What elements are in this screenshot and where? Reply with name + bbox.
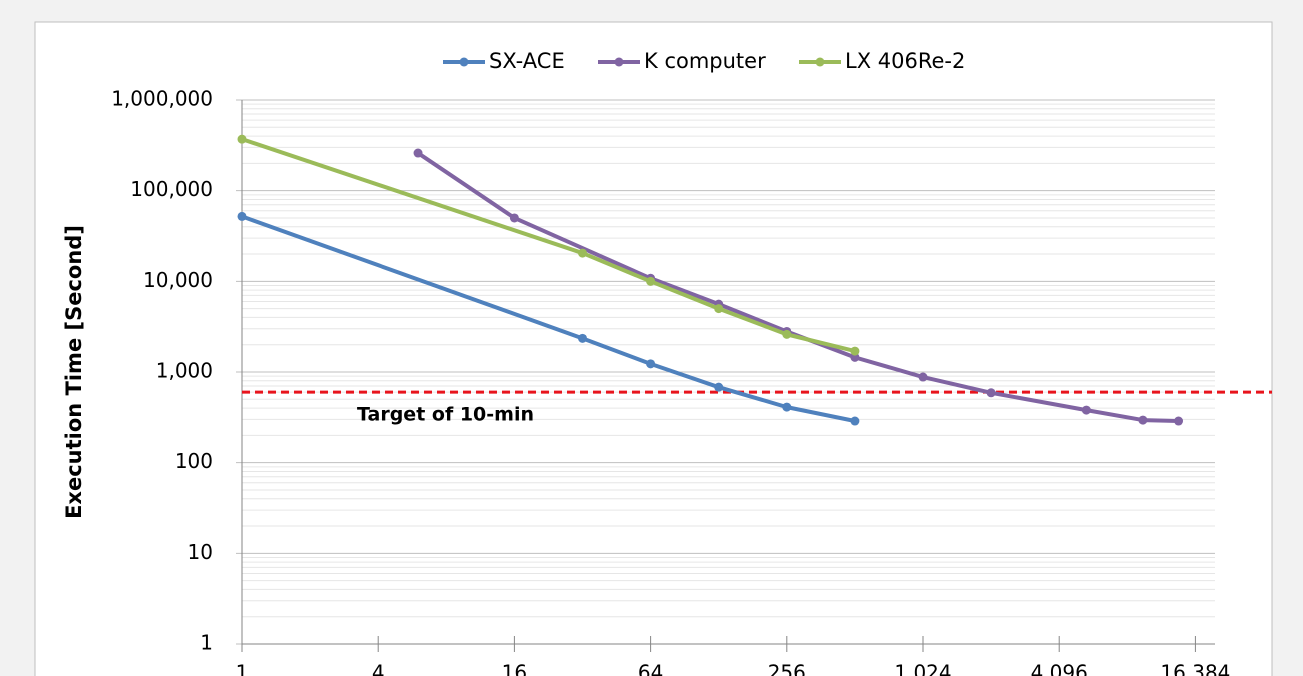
data-point	[850, 346, 860, 356]
legend-label: SX-ACE	[489, 49, 565, 73]
data-point	[714, 382, 724, 392]
data-point	[782, 402, 792, 412]
data-point	[986, 388, 996, 398]
data-point	[1138, 415, 1148, 425]
data-point	[1174, 416, 1184, 426]
y-tick-label: 1	[200, 631, 213, 655]
x-tick-label: 16	[502, 661, 527, 676]
y-axis-label: Execution Time [Second]	[62, 225, 86, 519]
x-tick-label: 64	[638, 661, 663, 676]
series-line	[241, 214, 856, 423]
y-tick-label: 1,000	[156, 359, 213, 383]
data-point	[578, 333, 588, 343]
y-tick-label: 10	[188, 540, 213, 564]
data-point	[782, 329, 792, 339]
legend-label: LX 406Re-2	[845, 49, 965, 73]
legend-label: K computer	[644, 49, 766, 73]
x-tick-label: 16,384	[1160, 661, 1230, 676]
data-point	[237, 211, 247, 221]
data-point	[413, 148, 423, 158]
data-point	[1081, 405, 1091, 415]
data-point	[918, 372, 928, 382]
data-point	[850, 416, 860, 426]
x-tick-label: 4	[372, 661, 385, 676]
data-point	[509, 213, 519, 223]
x-tick-label: 4,096	[1031, 661, 1088, 676]
x-tick-label: 1	[236, 661, 249, 676]
data-point	[714, 304, 724, 314]
target-label: Target of 10-min	[357, 404, 534, 426]
series-line	[241, 137, 856, 354]
x-tick-label: 1,024	[894, 661, 951, 676]
y-tick-label: 100	[175, 449, 213, 473]
legend-marker	[815, 57, 825, 67]
data-point	[578, 248, 588, 258]
y-tick-label: 1,000,000	[111, 87, 213, 111]
y-tick-label: 100,000	[130, 177, 213, 201]
y-tick-label: 10,000	[143, 268, 213, 292]
legend-marker	[459, 57, 469, 67]
data-point	[646, 359, 656, 369]
data-point	[850, 352, 860, 362]
data-point	[237, 134, 247, 144]
x-tick-label: 256	[768, 661, 806, 676]
legend-marker	[614, 57, 624, 67]
data-point	[646, 276, 656, 286]
